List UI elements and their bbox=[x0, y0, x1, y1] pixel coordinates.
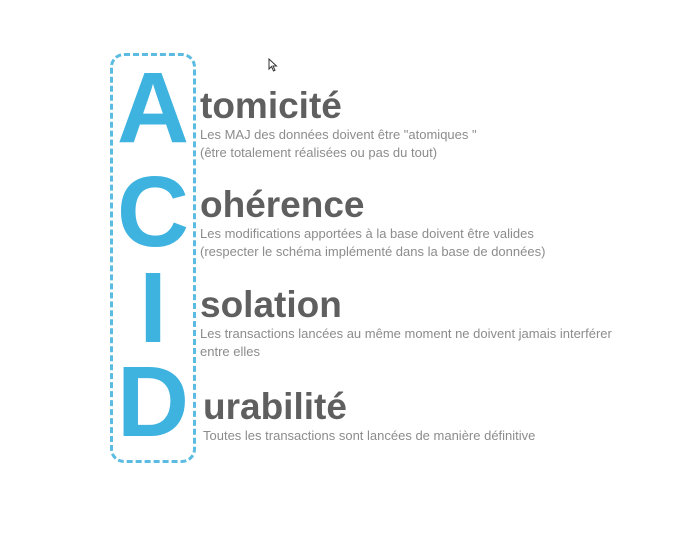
desc-isolation-line-1: Les transactions lancées au même moment … bbox=[200, 326, 612, 341]
desc-isolation-line-2: entre elles bbox=[200, 344, 260, 359]
heading-durabilite: urabilité bbox=[203, 386, 347, 427]
heading-coherence: ohérence bbox=[200, 184, 365, 225]
entry-durabilite: urabilité Toutes les transactions sont l… bbox=[203, 387, 535, 445]
letter-i: I bbox=[139, 252, 167, 364]
entry-isolation: solation Les transactions lancées au mêm… bbox=[200, 285, 612, 361]
desc-atomicite-line-1: Les MAJ des données doivent être "atomiq… bbox=[200, 127, 477, 142]
entry-atomicite: tomicité Les MAJ des données doivent êtr… bbox=[200, 86, 477, 162]
desc-atomicite-line-2: (être totalement réalisées ou pas du tou… bbox=[200, 145, 438, 160]
mouse-pointer-icon bbox=[268, 58, 278, 72]
desc-coherence-line-2: (respecter le schéma implémenté dans la … bbox=[200, 244, 546, 259]
dashed-bracket bbox=[110, 53, 196, 463]
desc-durabilite-line-1: Toutes les transactions sont lancées de … bbox=[203, 428, 536, 443]
entry-coherence: ohérence Les modifications apportées à l… bbox=[200, 185, 545, 261]
desc-coherence-line-1: Les modifications apportées à la base do… bbox=[200, 226, 534, 241]
letter-a: A bbox=[116, 52, 190, 164]
heading-atomicite: tomicité bbox=[200, 85, 342, 126]
letter-d: D bbox=[116, 346, 190, 458]
letter-c: C bbox=[116, 156, 190, 268]
heading-isolation: solation bbox=[200, 284, 342, 325]
